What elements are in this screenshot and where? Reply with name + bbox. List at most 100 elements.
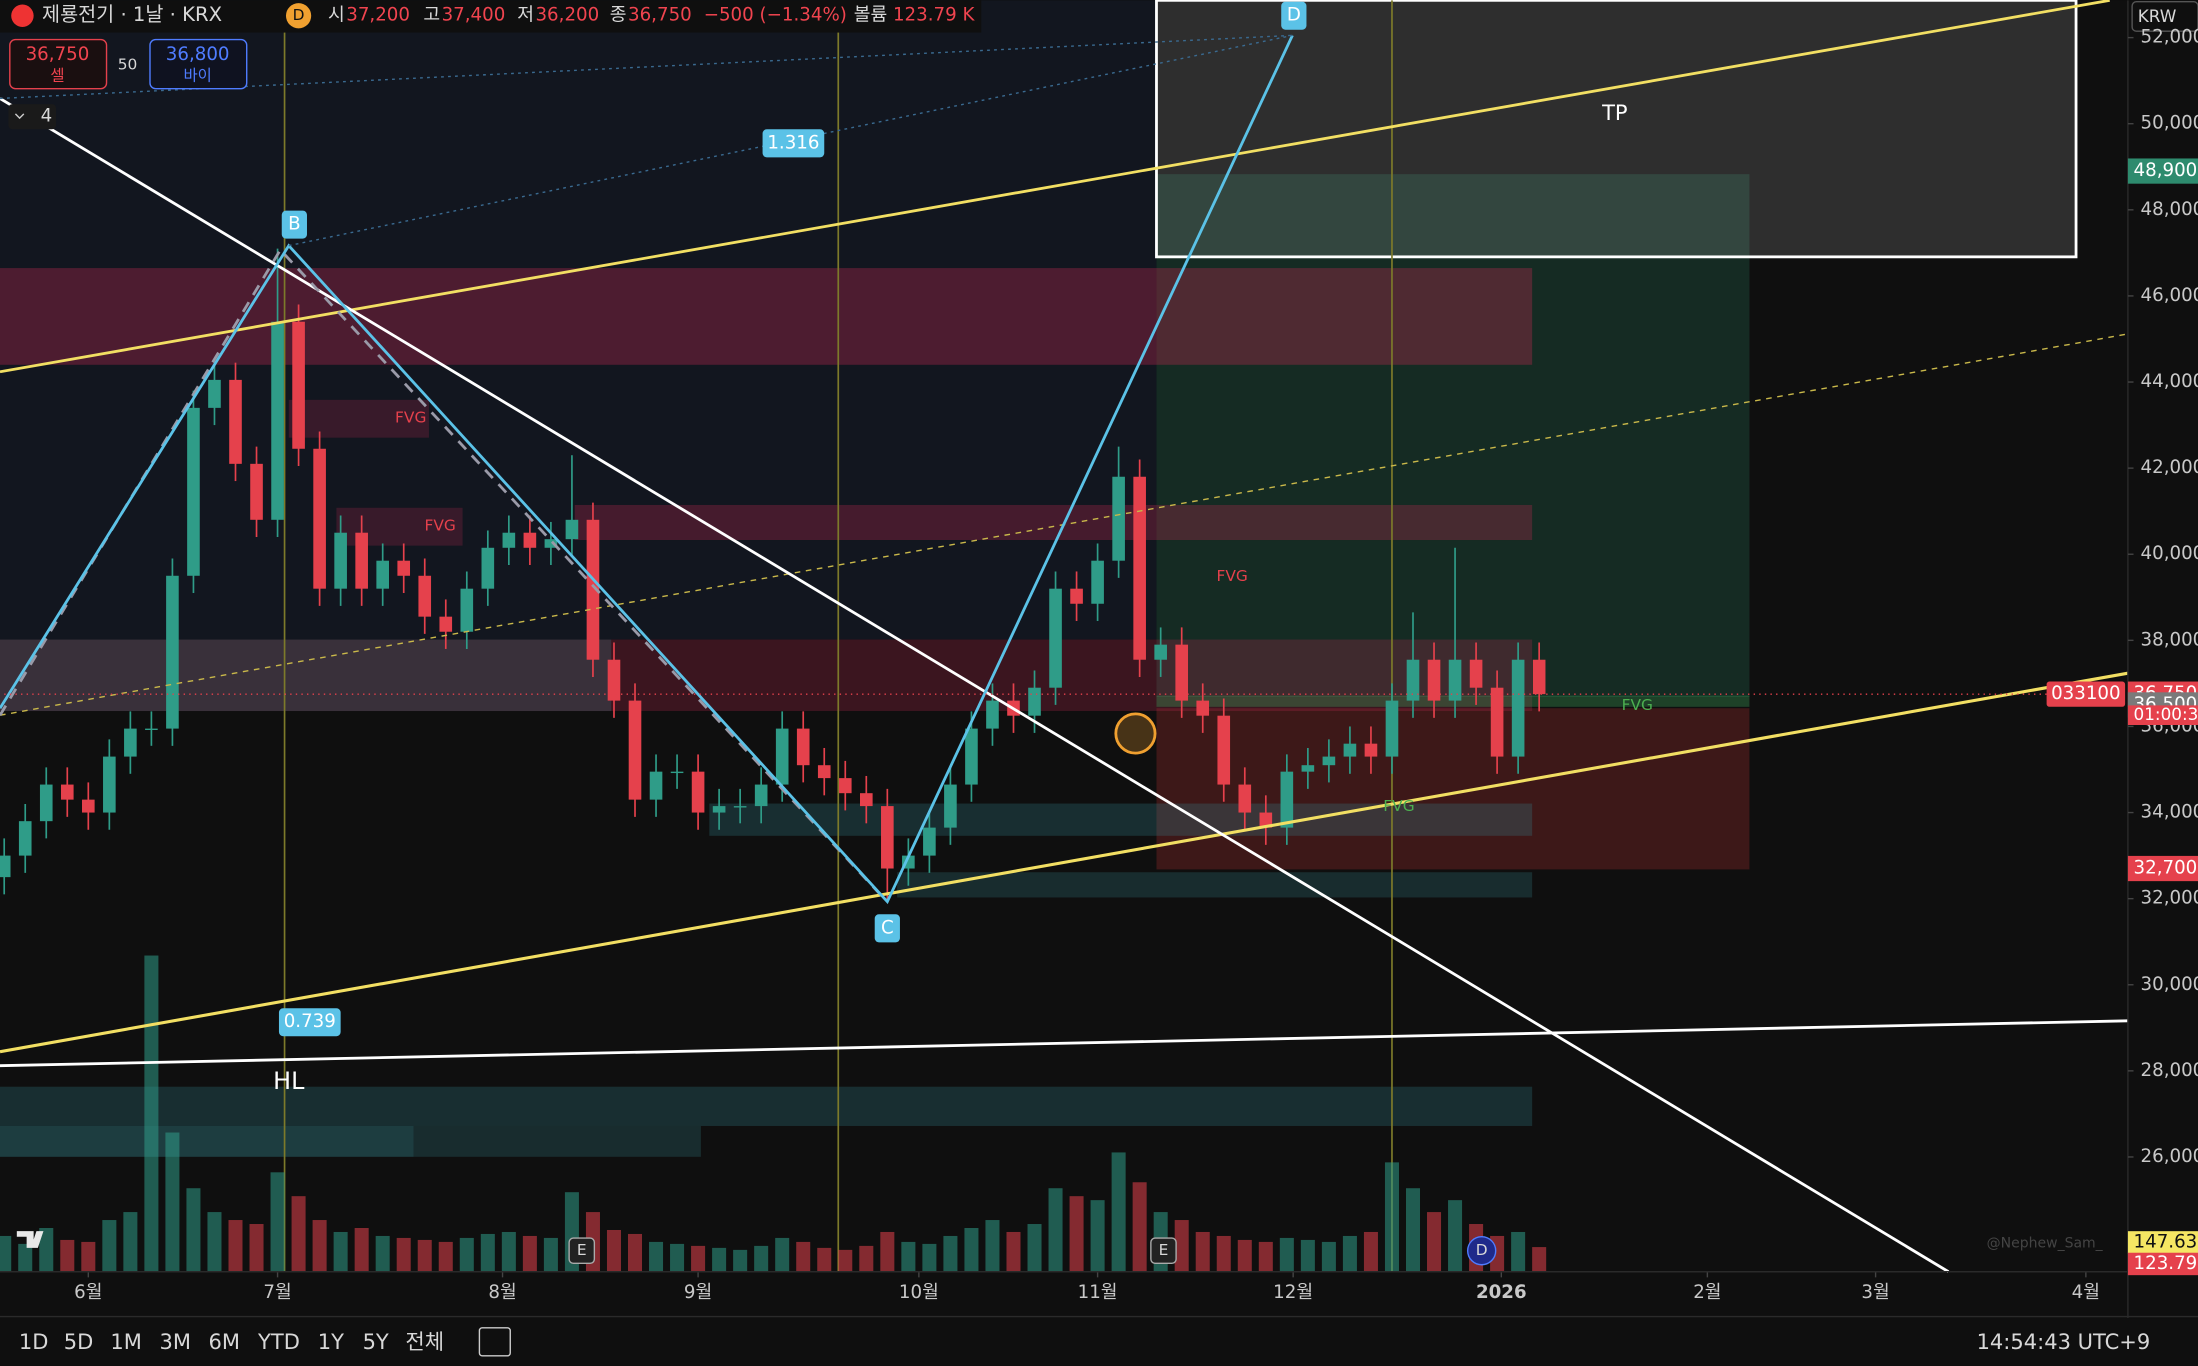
candle-body — [838, 778, 852, 794]
x-tick-label: 9월 — [684, 1282, 712, 1303]
volume-bar — [543, 1237, 558, 1272]
candle-body — [586, 519, 600, 660]
trend-line — [0, 671, 2129, 1054]
currency-box[interactable] — [2131, 1, 2198, 32]
candle-body — [712, 806, 726, 813]
candle-body — [1301, 765, 1315, 772]
pattern-line — [0, 34, 1293, 100]
toolbar: 14:54:43 UTC+9 1D 5D 1M 3M 6M YTD 1Y 5Y 전체 — [19, 1327, 2151, 1357]
volume-bar — [606, 1229, 621, 1272]
candle-body — [1385, 700, 1399, 757]
y-tick-label: 38,000 — [2141, 629, 2198, 650]
event-badge[interactable] — [568, 1237, 596, 1265]
volume-bar — [754, 1245, 769, 1272]
range-button[interactable]: 전체 — [405, 1329, 444, 1354]
candle-body — [1511, 659, 1525, 757]
volume-bar — [691, 1245, 706, 1272]
volume-bar — [1363, 1231, 1378, 1272]
candle-body — [334, 532, 347, 589]
ratio-label: 1.316 — [767, 132, 819, 153]
buy-button[interactable] — [149, 38, 248, 90]
candle-body — [208, 379, 221, 408]
volume-bar — [102, 1220, 117, 1272]
range-button[interactable]: 1Y — [318, 1329, 344, 1354]
ratio-badge — [762, 129, 825, 158]
range-button[interactable]: 1D — [19, 1329, 49, 1354]
volume-tag — [2127, 1252, 2198, 1276]
change: −500 (−1.34%) — [704, 5, 847, 26]
range-button[interactable]: YTD — [257, 1329, 300, 1354]
candle-body — [691, 771, 705, 813]
volume-label: 볼륨 — [854, 5, 888, 26]
date-range-icon[interactable] — [478, 1327, 511, 1357]
volume-bar — [1195, 1231, 1210, 1272]
candle-body — [1070, 588, 1083, 604]
price-axis — [2127, 0, 2198, 1319]
range-button[interactable]: 3M — [159, 1329, 191, 1354]
volume-bar — [333, 1231, 348, 1272]
price-tag-label: 32,700 — [2134, 858, 2198, 879]
point-label: D — [1287, 5, 1301, 26]
candle-body — [965, 728, 978, 785]
range-button[interactable]: 5Y — [363, 1329, 389, 1354]
volume-bar — [1069, 1196, 1084, 1272]
volume-bar — [838, 1249, 853, 1272]
volume-bar — [1405, 1188, 1421, 1272]
volume-bar — [81, 1241, 96, 1272]
x-tick-label: 3월 — [1861, 1282, 1889, 1303]
candle-body — [229, 379, 242, 464]
volume-bar — [1511, 1231, 1526, 1272]
x-tick-label: 4월 — [2072, 1282, 2100, 1303]
volume-bar — [1216, 1235, 1231, 1272]
volume-bar — [0, 1235, 12, 1272]
ohlc-label: 종 — [610, 5, 627, 26]
candle-body — [376, 560, 389, 589]
ohlc-label: 저 — [517, 5, 534, 26]
volume-bar — [859, 1245, 874, 1272]
candle-body — [103, 756, 116, 813]
range-button[interactable]: 6M — [209, 1329, 241, 1354]
event-label: E — [1159, 1241, 1169, 1259]
ohlc-value: 37,200 — [346, 5, 410, 26]
candle-body — [881, 806, 894, 869]
range-button[interactable]: 5D — [64, 1329, 94, 1354]
zone — [0, 1125, 701, 1157]
axis-labels: 26,00028,00030,00032,00034,00036,00038,0… — [4, 27, 2198, 1303]
sell-button[interactable] — [9, 38, 108, 90]
annotations: B C D 1.316 0.739 HL TP FVG FVG FVG FVG … — [16, 1, 2104, 1266]
candle-body — [1028, 687, 1041, 716]
fvg-label: FVG — [1383, 797, 1414, 815]
tp-box — [1155, 0, 2078, 259]
clock: 14:54:43 UTC+9 — [1977, 1329, 2151, 1354]
ohlc-value: 36,750 — [628, 5, 692, 26]
candle-body — [145, 728, 158, 731]
point-label: B — [288, 214, 300, 235]
loss-zone — [1156, 708, 1750, 870]
x-tick-label: 10월 — [899, 1282, 939, 1303]
volume-bar — [39, 1227, 54, 1272]
volume-bar — [375, 1235, 390, 1272]
candle-body — [313, 448, 326, 589]
range-button[interactable]: 1M — [110, 1329, 142, 1354]
candle-body — [18, 821, 32, 856]
zone — [0, 1086, 1533, 1126]
x-tick-label: 11월 — [1078, 1282, 1118, 1303]
volume-bar — [60, 1239, 75, 1272]
header: 제룡전기 · 1날 · KRX D 시 37,200 고 37,400 저 36… — [0, 0, 982, 130]
candle-body — [1091, 560, 1104, 604]
candle-body — [1532, 659, 1546, 695]
symbol[interactable]: 제룡전기 · 1날 · KRX — [42, 3, 222, 26]
volume-bar — [165, 1132, 180, 1272]
point-badge — [281, 210, 307, 239]
candle-body — [817, 765, 831, 779]
indicator-toggle[interactable] — [8, 104, 57, 130]
point-label: C — [881, 917, 894, 938]
candle-body — [1196, 700, 1210, 716]
event-badge[interactable] — [1466, 1236, 1497, 1266]
y-tick-label: 44,000 — [2141, 371, 2198, 392]
event-badge[interactable] — [1150, 1237, 1177, 1265]
x-tick-label: 2026 — [1476, 1282, 1527, 1303]
indicator-count: 4 — [41, 106, 53, 127]
symbol-icon — [11, 4, 34, 27]
